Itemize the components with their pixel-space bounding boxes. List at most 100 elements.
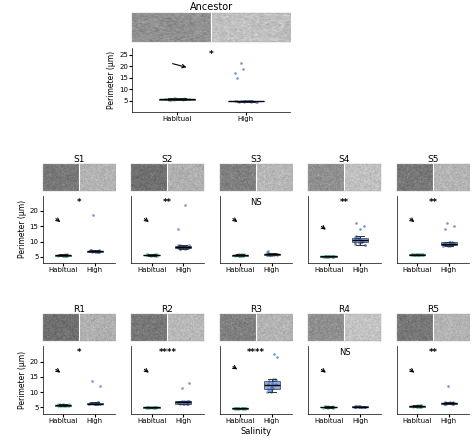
Point [184, 398, 192, 405]
Point [183, 400, 191, 407]
Point [154, 251, 161, 258]
Point [178, 398, 185, 405]
Point [238, 405, 246, 412]
Point [240, 405, 248, 412]
Point [179, 96, 186, 103]
Point [357, 238, 365, 245]
Point [59, 252, 67, 259]
Point [233, 252, 240, 259]
Point [416, 402, 424, 409]
Point [351, 403, 359, 410]
Point [91, 400, 99, 407]
Point [253, 98, 261, 105]
Point [92, 249, 100, 256]
Point [444, 382, 451, 389]
Point [93, 400, 101, 407]
Point [448, 240, 456, 247]
Point [63, 253, 71, 260]
Point [63, 253, 71, 260]
Point [237, 97, 244, 104]
Point [238, 404, 246, 411]
PathPatch shape [440, 403, 457, 404]
Point [151, 251, 158, 258]
Point [175, 243, 182, 250]
Point [162, 95, 169, 103]
Point [86, 400, 93, 407]
Point [329, 252, 337, 259]
Point [415, 402, 422, 409]
Point [418, 252, 426, 259]
Point [352, 235, 360, 242]
Point [180, 95, 188, 102]
Title: R5: R5 [427, 305, 439, 315]
Point [61, 401, 68, 408]
Point [352, 232, 360, 239]
Point [144, 404, 151, 411]
Point [351, 403, 359, 410]
Point [60, 252, 67, 259]
Point [323, 253, 330, 260]
Point [414, 402, 421, 409]
Text: **: ** [428, 198, 438, 206]
Point [440, 239, 447, 246]
Point [323, 253, 330, 260]
Point [57, 402, 65, 409]
Point [150, 251, 158, 258]
Point [359, 237, 367, 244]
Point [63, 252, 71, 259]
Point [415, 403, 422, 410]
PathPatch shape [409, 254, 425, 255]
Point [94, 400, 102, 407]
Point [328, 403, 336, 411]
Point [86, 400, 94, 407]
Point [151, 403, 159, 410]
Point [352, 220, 360, 227]
Point [247, 98, 255, 105]
Point [236, 251, 243, 258]
Point [324, 253, 332, 260]
Point [329, 403, 337, 410]
Point [92, 400, 100, 407]
Point [264, 249, 272, 257]
Point [175, 243, 182, 250]
Point [62, 253, 69, 260]
Point [239, 406, 247, 413]
Point [183, 400, 191, 407]
Point [328, 253, 336, 260]
Point [326, 403, 333, 411]
Point [248, 97, 256, 104]
Point [231, 98, 239, 105]
Point [447, 400, 455, 407]
Point [169, 95, 177, 103]
Point [264, 386, 272, 393]
Point [449, 401, 457, 408]
Point [54, 253, 61, 260]
Point [238, 404, 246, 411]
Point [152, 404, 159, 411]
Point [146, 404, 154, 411]
Point [166, 96, 174, 103]
Point [153, 404, 160, 411]
Point [443, 220, 450, 227]
Point [64, 251, 71, 258]
Point [183, 96, 191, 103]
Point [152, 252, 159, 259]
Point [174, 399, 182, 406]
Point [413, 403, 421, 411]
Point [448, 242, 456, 249]
Point [96, 248, 104, 255]
Point [414, 402, 421, 409]
Point [447, 242, 455, 249]
Point [178, 95, 186, 102]
Point [64, 401, 72, 408]
Point [321, 252, 329, 259]
PathPatch shape [175, 246, 191, 248]
Point [85, 401, 93, 408]
Point [327, 403, 334, 410]
Point [60, 252, 67, 259]
Title: S4: S4 [339, 155, 350, 164]
Point [265, 387, 273, 394]
Point [55, 252, 62, 259]
Point [144, 403, 151, 411]
Point [90, 401, 98, 408]
